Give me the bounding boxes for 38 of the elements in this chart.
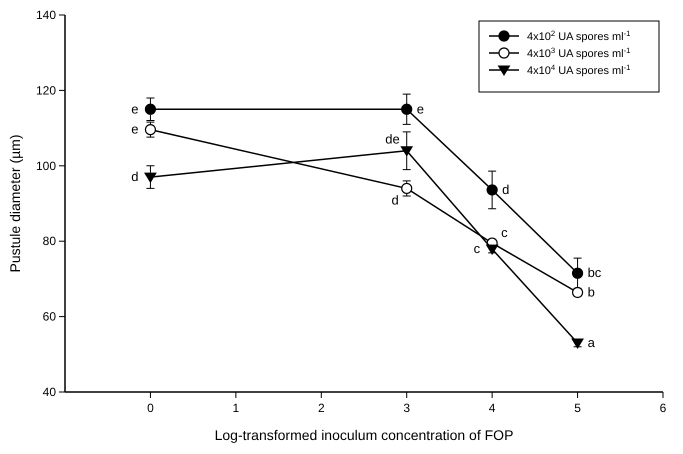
point — [486, 184, 498, 196]
y-tick-label: 40 — [42, 385, 56, 399]
y-tick-label: 100 — [36, 158, 56, 173]
y-tick-label: 140 — [36, 8, 56, 22]
x-tick-label: 1 — [232, 401, 240, 415]
annotation: bc — [588, 265, 602, 280]
annotation: d — [131, 169, 138, 184]
annotation: e — [131, 101, 138, 116]
annotation: c — [474, 241, 481, 256]
annotation: e — [131, 122, 138, 137]
annotation: de — [385, 132, 400, 147]
annotation: b — [588, 284, 595, 300]
x-tick-label: 3 — [403, 401, 410, 415]
legend-label: 4x10$^{2}$ UA spores ml$^{-1}$ — [527, 28, 630, 43]
annotation: a — [588, 334, 596, 350]
annotation: d — [502, 182, 510, 197]
point — [401, 182, 412, 194]
legend-label: 4x10$^{3}$ UA spores ml$^{-1}$ — [527, 46, 630, 60]
x-tick-label: 6 — [660, 401, 667, 415]
y-tick-label: 60 — [42, 310, 56, 324]
point — [144, 124, 156, 136]
x-axis-title: Log-transformed inoculum concentration of FOP — [214, 427, 514, 443]
x-tick-label: 2 — [318, 401, 325, 415]
x-tick-label: 0 — [147, 401, 154, 415]
x-tick-label: 4 — [488, 401, 496, 415]
point — [400, 146, 413, 156]
point — [144, 104, 156, 115]
x-tick-label: 5 — [574, 401, 582, 415]
annotation: e — [416, 101, 424, 116]
point — [401, 104, 412, 115]
y-tick-label: 120 — [36, 83, 56, 98]
point — [572, 268, 584, 279]
y-axis-title: Pustule diameter (µm) — [7, 134, 23, 272]
point — [144, 172, 156, 183]
annotation: c — [501, 225, 508, 240]
y-tick-label: 80 — [42, 234, 56, 248]
annotation: d — [391, 192, 399, 208]
legend-label: 4x10$^{4}$ UA spores ml$^{-1}$ — [527, 62, 630, 77]
